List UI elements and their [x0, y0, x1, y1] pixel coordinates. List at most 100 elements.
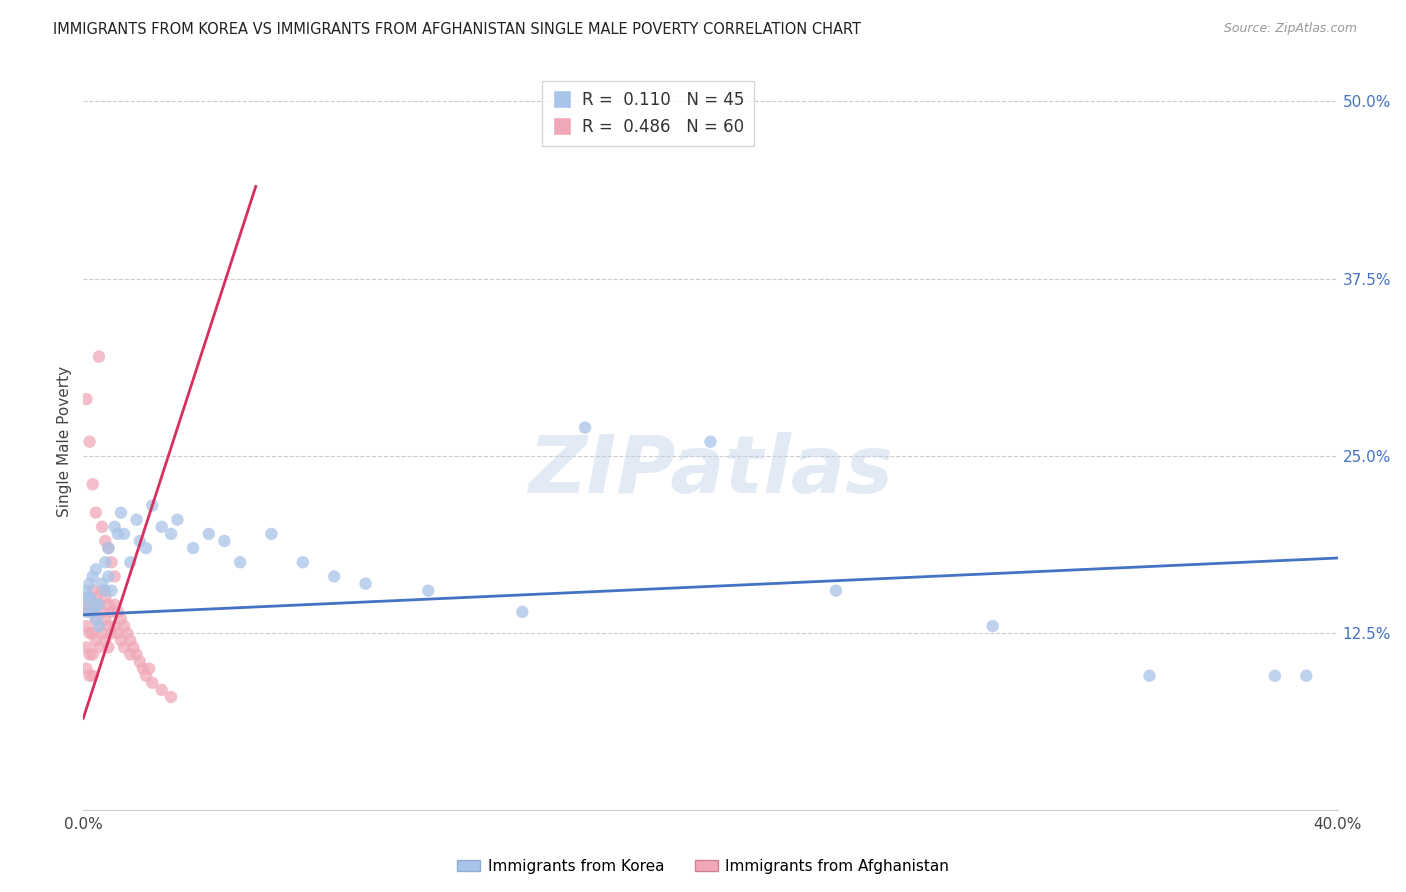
Point [323, 569, 346, 583]
Point [1264, 669, 1286, 683]
Point [135, 669, 157, 683]
Point [1139, 669, 1161, 683]
Point [112, 527, 135, 541]
Point [79, 591, 101, 605]
Point [110, 633, 132, 648]
Point [125, 513, 148, 527]
Point [75, 598, 97, 612]
Point [574, 420, 596, 434]
Point [91, 520, 114, 534]
Point [75, 662, 97, 676]
Point [75, 583, 97, 598]
Point [79, 576, 101, 591]
Point [107, 605, 129, 619]
Point [94, 583, 117, 598]
Point [120, 633, 142, 648]
Point [82, 648, 104, 662]
Point [84, 612, 107, 626]
Point [107, 626, 129, 640]
Point [132, 662, 155, 676]
Point [97, 541, 120, 555]
Text: Source: ZipAtlas.com: Source: ZipAtlas.com [1223, 22, 1357, 36]
Point [94, 633, 117, 648]
Point [97, 598, 120, 612]
Point [150, 520, 173, 534]
Point [97, 640, 120, 655]
Point [181, 541, 204, 555]
Point [166, 513, 188, 527]
Point [100, 583, 122, 598]
Point [91, 626, 114, 640]
Point [75, 598, 97, 612]
Point [112, 640, 135, 655]
Point [100, 605, 122, 619]
Point [87, 619, 110, 633]
Point [79, 669, 101, 683]
Point [87, 619, 110, 633]
Point [87, 350, 110, 364]
Point [291, 555, 314, 569]
Point [100, 626, 122, 640]
Point [75, 640, 97, 655]
Point [82, 569, 104, 583]
Point [91, 605, 114, 619]
Point [97, 619, 120, 633]
Point [110, 612, 132, 626]
Point [94, 555, 117, 569]
Point [107, 527, 129, 541]
Point [87, 598, 110, 612]
Point [138, 662, 160, 676]
Point [100, 555, 122, 569]
Point [160, 527, 183, 541]
Point [82, 605, 104, 619]
Point [1295, 669, 1317, 683]
Point [91, 583, 114, 598]
Point [128, 533, 150, 548]
Point [91, 576, 114, 591]
Point [135, 541, 157, 555]
Point [82, 583, 104, 598]
Point [418, 583, 440, 598]
Point [120, 555, 142, 569]
Point [128, 655, 150, 669]
Point [229, 555, 252, 569]
Point [141, 499, 163, 513]
Point [122, 640, 145, 655]
Point [79, 626, 101, 640]
Point [75, 619, 97, 633]
Text: IMMIGRANTS FROM KOREA VS IMMIGRANTS FROM AFGHANISTAN SINGLE MALE POVERTY CORRELA: IMMIGRANTS FROM KOREA VS IMMIGRANTS FROM… [53, 22, 862, 37]
Point [104, 598, 127, 612]
Point [260, 527, 283, 541]
Point [84, 633, 107, 648]
Point [112, 619, 135, 633]
Point [104, 569, 127, 583]
Point [981, 619, 1004, 633]
Text: ZIPatlas: ZIPatlas [529, 433, 893, 510]
Point [699, 434, 721, 449]
Point [87, 640, 110, 655]
Point [84, 612, 107, 626]
Point [94, 591, 117, 605]
Legend: R =  0.110   N = 45, R =  0.486   N = 60: R = 0.110 N = 45, R = 0.486 N = 60 [541, 81, 754, 145]
Point [82, 669, 104, 683]
Point [94, 612, 117, 626]
Point [825, 583, 848, 598]
Point [84, 591, 107, 605]
Point [94, 533, 117, 548]
Point [84, 506, 107, 520]
Point [97, 569, 120, 583]
Point [104, 619, 127, 633]
Point [120, 648, 142, 662]
Point [110, 506, 132, 520]
Y-axis label: Single Male Poverty: Single Male Poverty [58, 366, 72, 517]
Point [84, 562, 107, 576]
Point [82, 477, 104, 491]
Point [79, 648, 101, 662]
Point [79, 434, 101, 449]
Legend: Immigrants from Korea, Immigrants from Afghanistan: Immigrants from Korea, Immigrants from A… [451, 853, 955, 880]
Point [79, 605, 101, 619]
Point [125, 648, 148, 662]
Point [97, 541, 120, 555]
Point [197, 527, 219, 541]
Point [354, 576, 377, 591]
